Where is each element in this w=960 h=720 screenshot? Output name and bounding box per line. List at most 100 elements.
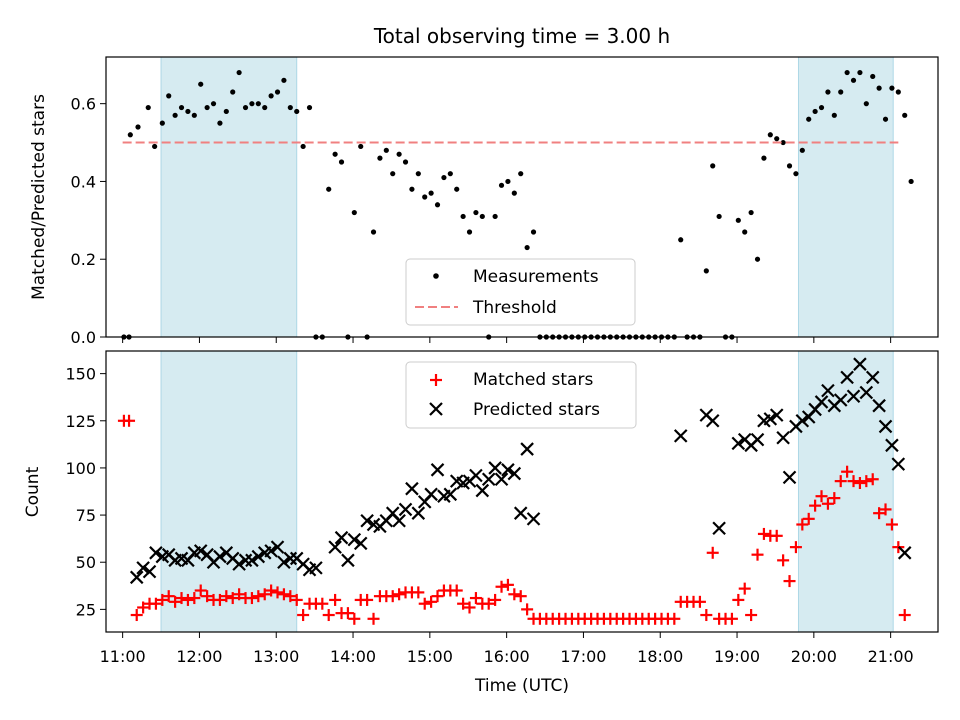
measurement-point [447,171,453,177]
predicted-star-point [469,468,483,483]
predicted-star-point [865,370,880,385]
measurement-point [678,237,684,243]
measurement-point [524,244,530,251]
measurement-point [268,93,274,99]
measurement-point [287,104,293,111]
matched-star-point [770,529,783,542]
bottom-y-tick-label: 50 [76,553,96,572]
measurement-point [818,104,825,111]
matched-star-point [815,490,828,503]
matched-star-point [220,590,233,603]
measurement-point [223,108,229,115]
measurement-point [172,112,178,118]
count-panel: 25 50 75 100 125 150 11:00 12:00 13:00 14:00 15:0… [23,350,939,696]
matched-star-point [277,588,290,601]
predicted-star-point [213,549,227,564]
measurement-point [466,229,473,235]
measurement-point [230,89,236,95]
matched-star-point [194,584,207,597]
measurement-point [870,73,876,80]
measurement-point [799,147,805,153]
predicted-star-point [193,544,208,558]
predicted-star-point [360,513,374,528]
measurement-point [748,209,754,216]
predicted-star-point [232,557,246,571]
top-plot-frame [105,56,939,338]
measurement-point [902,112,908,118]
measurement-point [761,155,767,161]
matched-star-point [469,592,482,605]
measurement-point [428,190,434,196]
matched-star-point [514,590,527,603]
predicted-star-point [309,561,323,575]
measurement-point [198,81,204,87]
bottom-legend-box [405,361,637,429]
matched-star-point [386,590,399,603]
legend-predicted-label: Predicted stars [473,400,600,420]
matched-star-point [322,609,335,622]
predicted-star-point [398,502,413,517]
predicted-star-point [712,521,726,536]
measurement-point [210,101,217,107]
matched-star-point [188,592,201,605]
bottom-x-axis-label: Time (UTC) [474,676,569,696]
bottom-y-tick-label: 125 [65,412,96,431]
matched-star-point [866,473,879,486]
measurement-point [338,159,345,165]
matched-star-point [341,607,354,620]
predicted-star-point [507,466,522,481]
matched-star-point [226,592,239,605]
measurement-point [882,116,889,122]
bottom-x-tick-label: 19:00 [714,647,760,666]
matched-star-point [297,609,310,622]
bottom-x-tick-label: 17:00 [560,647,606,666]
predicted-star-point [885,438,899,453]
bottom-y-ticks: 25 50 75 100 125 150 [65,365,106,619]
matched-star-point [233,588,246,601]
predicted-star-point [347,532,362,547]
bottom-x-tick-label: 14:00 [330,647,376,666]
matched-star-point [265,584,278,597]
top-legend-box [405,258,636,326]
measurement-point [838,89,844,95]
measurement-point [786,163,793,169]
predicted-star-point [705,414,720,428]
matched-star-point [258,588,271,601]
measurement-point [178,104,185,111]
measurement-point [185,108,191,115]
predicted-star-point [526,512,541,526]
predicted-star-point [341,553,355,568]
measurement-point [294,108,300,115]
top-legend: Measurements Threshold [405,258,636,326]
measurement-point [390,171,396,177]
predicted-star-point [833,393,848,407]
observing-interval-0 [160,56,298,338]
measurement-point [377,155,383,161]
legend-measurements-label: Measurements [473,267,599,287]
matched-star-point [885,518,898,531]
predicted-star-point [411,506,426,520]
matched-star-point [853,477,866,490]
bottom-y-tick-label: 75 [76,506,96,525]
predicted-star-point [891,457,906,471]
matched-star-point [751,548,764,561]
matched-star-point [489,593,502,606]
measurement-point [236,69,242,76]
predicted-star-point [270,540,285,554]
matched-star-point [821,497,834,510]
matched-star-point [137,601,150,614]
measurement-point [876,85,882,91]
measurement-point [306,104,313,111]
predicted-star-point [763,412,778,426]
measurement-point [145,104,151,111]
predicted-star-point [769,408,784,422]
bottom-x-tick-label: 18:00 [637,647,683,666]
matched-star-point [425,595,438,608]
measurement-point [505,178,511,185]
predicted-star-point [405,481,419,496]
measurement-point [402,159,409,165]
measurement-point [204,104,210,111]
measurement-point [742,229,748,235]
matched-star-point [757,527,770,540]
top-y-tick-label: 0.6 [71,95,96,114]
